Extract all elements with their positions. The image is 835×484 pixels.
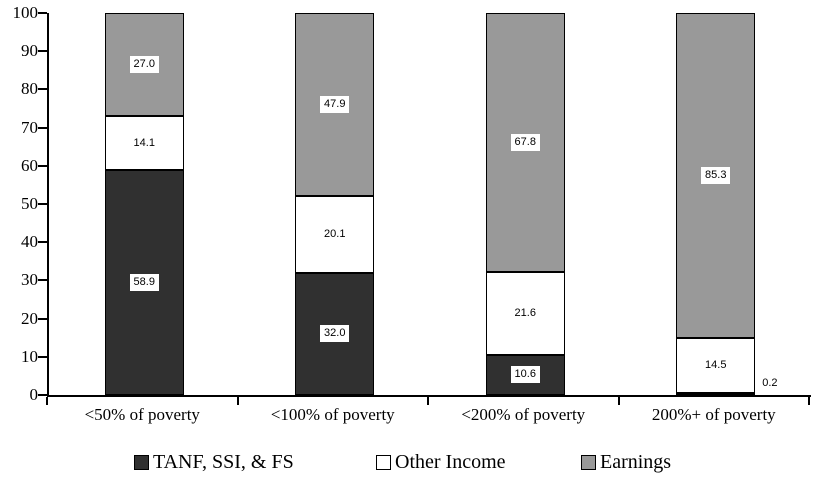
x-axis-category-label: <100% of poverty: [270, 405, 395, 424]
bar-2: 32.0 20.1 47.9: [295, 13, 375, 395]
segment-value-label: 27.0: [129, 56, 159, 74]
y-axis-tick-label: 90: [21, 41, 38, 61]
bar-segment: 85.3: [676, 13, 756, 338]
x-axis-tick: [427, 397, 429, 405]
y-axis-tick-label: 100: [12, 3, 39, 22]
x-axis-category-label: <50% of poverty: [84, 405, 200, 424]
bar-1: 58.9 14.1 27.0: [104, 13, 184, 395]
y-axis-tick: [38, 241, 47, 244]
y-axis-tick-label: 0: [29, 385, 39, 404]
bar-segment: 27.0: [104, 13, 184, 117]
y-axis-tick: [38, 50, 47, 53]
bar-segment: 58.9: [104, 170, 184, 395]
segment-value-label: 14.5: [701, 356, 731, 374]
bar-segment: 14.5: [676, 337, 756, 393]
y-axis-tick-label: 80: [21, 79, 38, 99]
legend-swatch: [376, 454, 391, 470]
segment-value-label: 14.1: [129, 134, 159, 152]
legend-swatch: [134, 454, 149, 470]
y-axis-tick: [38, 394, 47, 396]
segment-value-label: 67.8: [510, 134, 540, 152]
bar-segment: 67.8: [485, 13, 565, 273]
bar-segment: 47.9: [295, 13, 375, 196]
x-axis-tick: [236, 397, 239, 405]
legend-item: Earnings: [581, 450, 671, 474]
segment-value-label: 32.0: [320, 325, 350, 343]
bar-segment: [676, 393, 756, 395]
bar-segment: 20.1: [295, 195, 375, 273]
segment-value-label: 58.9: [129, 274, 159, 291]
bar-segment: 14.1: [104, 116, 184, 171]
x-axis-category-label: 200%+ of poverty: [651, 405, 776, 424]
segment-value-label: 21.6: [510, 304, 540, 322]
segment-value-label: 20.1: [320, 225, 350, 243]
bar-segment: 32.0: [295, 272, 375, 395]
y-axis-tick: [38, 317, 47, 320]
legend-item: TANF, SSI, & FS: [134, 450, 294, 474]
x-axis-tick: [46, 397, 48, 405]
legend-label: Other Income: [395, 450, 506, 473]
y-axis-tick-label: 30: [21, 270, 38, 290]
y-axis-tick: [38, 355, 47, 358]
segment-value-label: 10.6: [510, 366, 540, 384]
y-axis-tick-label: 10: [21, 346, 38, 366]
legend-label: TANF, SSI, & FS: [153, 450, 294, 473]
x-axis-tick: [808, 397, 810, 405]
y-axis-tick: [38, 164, 47, 167]
bar-segment: 10.6: [485, 354, 565, 395]
legend-item: Other Income: [376, 450, 506, 474]
bar-3: 10.6 21.6 67.8: [485, 13, 565, 395]
plot-area: 58.9 14.1 27.0 32.0 20.1 47.9 10.6 21.6 67.8 0.2 1…: [47, 13, 811, 397]
bar-4: 14.5 85.3: [676, 13, 756, 395]
y-axis-tick-label: 60: [21, 155, 38, 175]
segment-value-label-outside: 0.2: [762, 377, 778, 389]
bar-segment: 21.6: [485, 272, 565, 355]
y-axis-tick: [38, 12, 47, 14]
y-axis-tick-label: 70: [21, 117, 38, 137]
x-axis-tick: [617, 397, 620, 405]
y-axis-tick: [38, 203, 47, 205]
y-axis-tick: [38, 279, 47, 282]
segment-value-label: 85.3: [701, 166, 731, 184]
y-axis-tick: [38, 88, 47, 91]
y-axis-tick-label: 50: [21, 194, 38, 213]
legend-swatch: [581, 454, 596, 470]
legend-label: Earnings: [600, 450, 672, 473]
segment-value-label: 47.9: [320, 96, 350, 113]
x-axis-category-label: <200% of poverty: [461, 405, 586, 424]
y-axis-tick-label: 20: [21, 308, 38, 328]
y-axis-tick-label: 40: [21, 232, 38, 252]
y-axis-tick: [38, 126, 47, 129]
